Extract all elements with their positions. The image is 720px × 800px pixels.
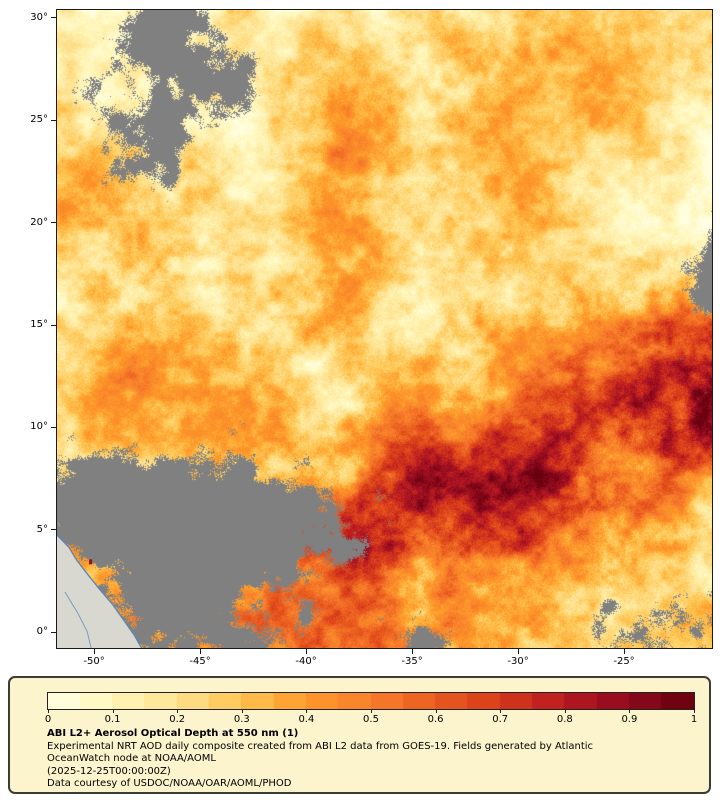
y-axis-tickmark	[51, 631, 56, 633]
colorbar-tickmark	[694, 710, 695, 713]
colorbar-tick-label: 0.4	[298, 714, 315, 725]
y-axis-tickmark	[51, 17, 56, 19]
colorbar-tickmark	[48, 710, 49, 713]
legend-caption: ABI L2+ Aerosol Optical Depth at 550 nm …	[47, 728, 593, 791]
coastline	[57, 534, 143, 648]
colorbar-tick-label: 0.2	[169, 714, 186, 725]
colorbar-tick-label: 0.7	[492, 714, 509, 725]
legend-timestamp: (2025-12-25T00:00:00Z)	[47, 765, 171, 777]
colorbar-tickmark	[241, 710, 243, 713]
colorbar-tick-label: 0.3	[233, 714, 250, 725]
colorbar-tickmark	[177, 710, 179, 713]
x-axis-tickmark	[623, 649, 625, 654]
y-tick-label: 15°	[30, 319, 48, 330]
legend-title: ABI L2+ Aerosol Optical Depth at 550 nm …	[47, 728, 299, 739]
colorbar-tickmark	[435, 710, 437, 713]
river-line	[64, 591, 92, 648]
x-tick-label: -25°	[613, 656, 635, 667]
x-tick-label: -45°	[189, 656, 211, 667]
colorbar-tick-label: 0.8	[556, 714, 573, 725]
coastal-aod-speck	[89, 559, 93, 565]
colorbar-tickmark	[306, 710, 308, 713]
x-axis-tickmark	[93, 649, 95, 654]
colorbar-tick-label: 0	[44, 714, 52, 725]
y-axis-tickmark	[51, 529, 56, 531]
colorbar-tick-label: 0.9	[621, 714, 638, 725]
legend-courtesy: Data courtesy of USDOC/NOAA/OAR/AOML/PHO…	[47, 778, 292, 789]
x-tick-label: -35°	[401, 656, 423, 667]
x-tick-label: -30°	[507, 656, 529, 667]
x-tick-label: -50°	[83, 656, 105, 667]
map-plot-area	[56, 9, 713, 649]
legend-description-line-1: Experimental NRT AOD daily composite cre…	[47, 740, 594, 752]
legend-description-line-2: OceanWatch node at NOAA/AOML	[47, 753, 216, 764]
aod-heatmap-canvas	[57, 10, 712, 648]
colorbar-tickmark	[500, 710, 502, 713]
colorbar-tickmark	[629, 710, 631, 713]
colorbar	[47, 692, 695, 710]
colorbar-tick-label: 0.6	[427, 714, 444, 725]
y-axis-tickmark	[51, 222, 56, 224]
x-axis-tickmark	[199, 649, 201, 654]
colorbar-tickmark	[371, 710, 372, 713]
legend-panel: 0 0.1 0.2 0.3 0.4 0.5 0.6 0.7 0.8 0.9 1 ABI L2+ Ae…	[8, 676, 711, 794]
y-axis-tickmark	[51, 426, 56, 428]
y-tick-label: 20°	[30, 216, 48, 228]
x-axis-tickmark	[305, 649, 307, 654]
land-mass	[57, 535, 142, 648]
colorbar-tick-label: 1	[690, 714, 698, 725]
y-tick-label: 30°	[30, 11, 48, 23]
x-axis-tickmark	[411, 649, 413, 654]
y-tick-label: 0°	[36, 626, 48, 638]
colorbar-tickmark	[564, 710, 566, 713]
x-tick-label: -40°	[295, 656, 317, 667]
colorbar-tick-label: 0.5	[363, 714, 379, 725]
y-tick-label: 5°	[36, 523, 48, 535]
y-axis-tickmark	[51, 324, 56, 326]
colorbar-tick-label: 0.1	[104, 714, 121, 725]
land-overlay	[57, 534, 143, 648]
y-tick-label: 10°	[30, 421, 48, 433]
colorbar-tickmark	[112, 710, 114, 713]
y-axis-tickmark	[51, 119, 56, 121]
x-axis-tickmark	[517, 649, 519, 654]
y-tick-label: 25°	[30, 114, 48, 126]
